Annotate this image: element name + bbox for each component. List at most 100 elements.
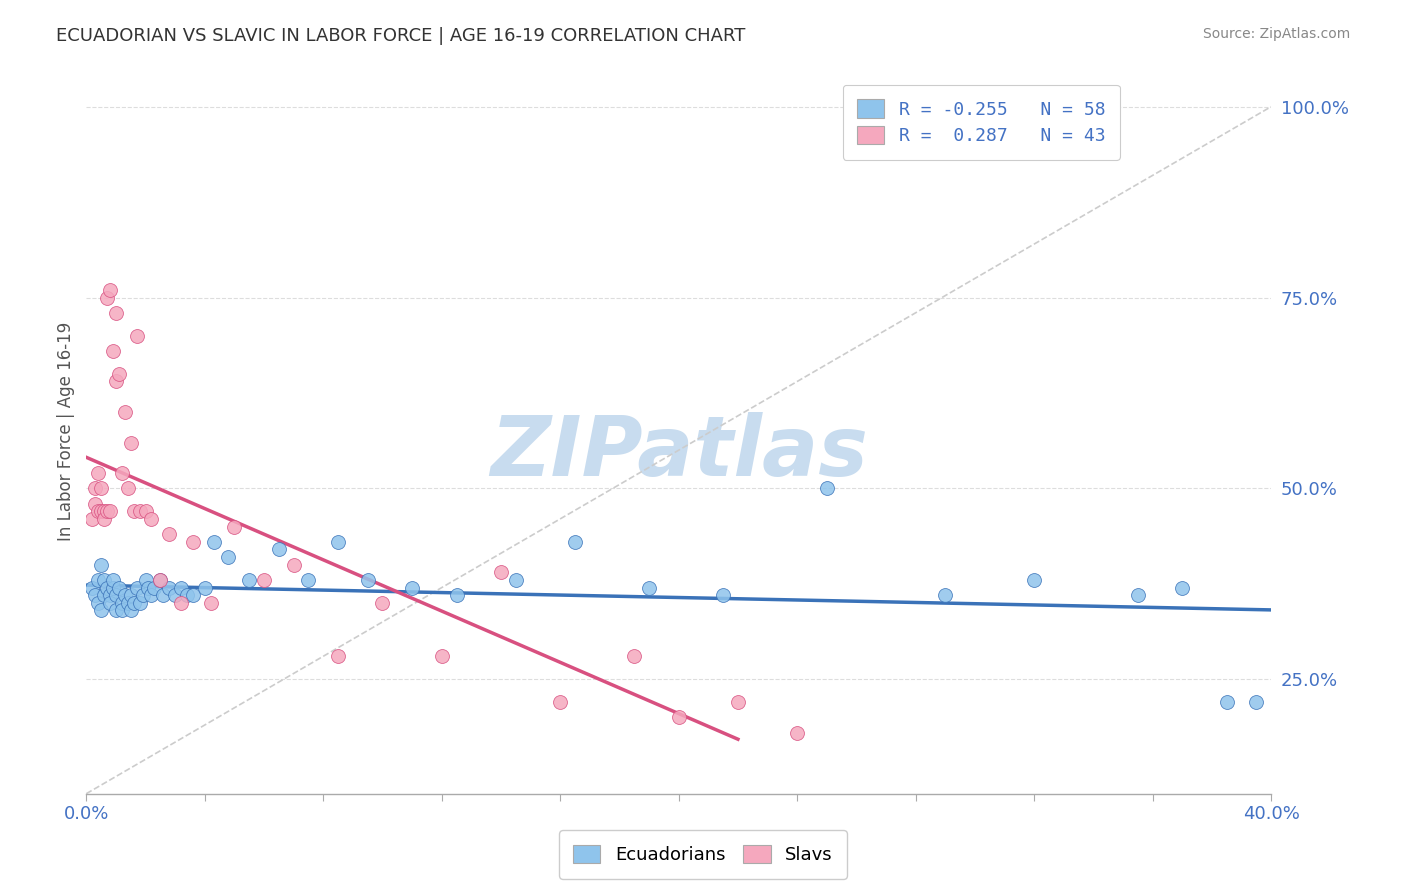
Point	[326, 649, 349, 664]
Point	[141, 512, 163, 526]
Point	[711, 588, 734, 602]
Point	[1171, 581, 1194, 595]
Point	[108, 581, 131, 595]
Point	[90, 603, 112, 617]
Point	[135, 504, 157, 518]
Point	[297, 573, 319, 587]
Point	[117, 481, 139, 495]
Point	[165, 588, 187, 602]
Point	[90, 481, 112, 495]
Point	[131, 588, 153, 602]
Point	[430, 649, 453, 664]
Point	[87, 596, 110, 610]
Point	[157, 527, 180, 541]
Point	[489, 566, 512, 580]
Point	[326, 534, 349, 549]
Point	[401, 581, 423, 595]
Point	[87, 466, 110, 480]
Point	[101, 343, 124, 358]
Point	[446, 588, 468, 602]
Text: ZIPatlas: ZIPatlas	[489, 412, 868, 493]
Point	[170, 581, 193, 595]
Point	[267, 542, 290, 557]
Point	[111, 596, 134, 610]
Point	[84, 588, 107, 602]
Point	[152, 588, 174, 602]
Text: ECUADORIAN VS SLAVIC IN LABOR FORCE | AGE 16-19 CORRELATION CHART: ECUADORIAN VS SLAVIC IN LABOR FORCE | AG…	[56, 27, 745, 45]
Point	[181, 588, 204, 602]
Point	[141, 588, 163, 602]
Point	[564, 534, 586, 549]
Point	[104, 588, 127, 602]
Point	[117, 596, 139, 610]
Point	[934, 588, 956, 602]
Point	[98, 504, 121, 518]
Point	[170, 596, 193, 610]
Point	[120, 435, 142, 450]
Point	[93, 588, 115, 602]
Legend: R = -0.255   N = 58, R =  0.287   N = 43: R = -0.255 N = 58, R = 0.287 N = 43	[842, 85, 1121, 160]
Point	[93, 512, 115, 526]
Point	[1246, 695, 1268, 709]
Point	[104, 375, 127, 389]
Point	[238, 573, 260, 587]
Point	[82, 512, 104, 526]
Point	[101, 581, 124, 595]
Point	[111, 466, 134, 480]
Point	[786, 725, 808, 739]
Point	[90, 504, 112, 518]
Point	[149, 573, 172, 587]
Point	[505, 573, 527, 587]
Point	[135, 573, 157, 587]
Point	[90, 558, 112, 572]
Point	[98, 596, 121, 610]
Point	[87, 573, 110, 587]
Point	[176, 588, 198, 602]
Point	[157, 581, 180, 595]
Point	[114, 588, 136, 602]
Point	[1024, 573, 1046, 587]
Point	[149, 573, 172, 587]
Point	[122, 596, 145, 610]
Point	[111, 603, 134, 617]
Point	[104, 603, 127, 617]
Point	[122, 504, 145, 518]
Point	[138, 581, 160, 595]
Point	[202, 534, 225, 549]
Point	[96, 504, 118, 518]
Point	[1126, 588, 1149, 602]
Point	[668, 710, 690, 724]
Point	[623, 649, 645, 664]
Point	[120, 588, 142, 602]
Point	[200, 596, 222, 610]
Point	[125, 581, 148, 595]
Point	[87, 504, 110, 518]
Point	[815, 481, 838, 495]
Point	[253, 573, 276, 587]
Point	[128, 504, 150, 518]
Point	[98, 283, 121, 297]
Point	[93, 573, 115, 587]
Point	[1215, 695, 1237, 709]
Point	[82, 581, 104, 595]
Point	[143, 581, 166, 595]
Point	[194, 581, 217, 595]
Point	[638, 581, 661, 595]
Point	[727, 695, 749, 709]
Point	[96, 581, 118, 595]
Point	[371, 596, 394, 610]
Point	[548, 695, 571, 709]
Point	[84, 481, 107, 495]
Text: Source: ZipAtlas.com: Source: ZipAtlas.com	[1202, 27, 1350, 41]
Point	[98, 588, 121, 602]
Point	[224, 519, 246, 533]
Point	[84, 497, 107, 511]
Point	[128, 596, 150, 610]
Point	[93, 504, 115, 518]
Legend: Ecuadorians, Slavs: Ecuadorians, Slavs	[560, 830, 846, 879]
Point	[217, 549, 239, 564]
Point	[181, 534, 204, 549]
Point	[101, 573, 124, 587]
Point	[120, 603, 142, 617]
Point	[283, 558, 305, 572]
